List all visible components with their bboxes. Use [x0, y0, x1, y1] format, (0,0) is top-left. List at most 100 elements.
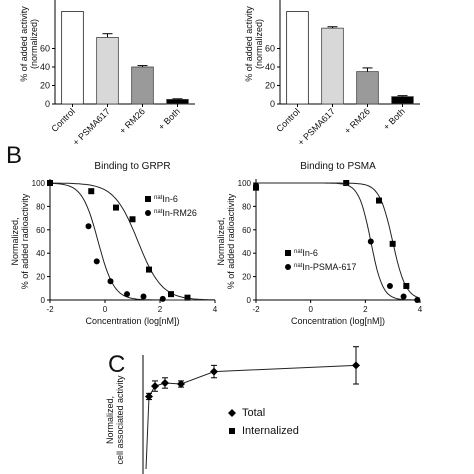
legend-name: In-PSMA-617 [302, 262, 356, 272]
y-tick-label: 60 [36, 226, 45, 235]
y-tick-label: 0 [45, 99, 50, 109]
x-tick-label: 2 [363, 305, 368, 314]
y-tick-label: 0 [247, 296, 252, 305]
data-point [343, 180, 350, 186]
y-axis-label-line1: % of added activity [19, 6, 29, 82]
y-tick-label: 60 [265, 44, 275, 54]
legend-marker [229, 428, 235, 434]
x-tick-label: 0 [103, 305, 108, 314]
data-point [140, 293, 147, 300]
legend-label: natIn-6 [294, 248, 318, 258]
data-point [414, 297, 421, 303]
bar-chart-right: 0 20 40 60 % of added activity (normalized) Co… [244, 0, 420, 148]
x-tick-label: 0 [308, 305, 313, 314]
y-tick-label: 20 [40, 81, 50, 91]
legend-marker [228, 409, 236, 417]
chart-title: Binding to GRPR [94, 161, 170, 172]
data-point [93, 258, 100, 265]
legend-marker [145, 196, 151, 202]
data-point [151, 382, 159, 391]
legend-marker [145, 210, 151, 216]
data-point [107, 278, 114, 285]
bar [61, 11, 84, 105]
legend-marker [285, 264, 291, 270]
legend-label: natIn-6 [154, 194, 178, 204]
y-tick-label: 20 [242, 273, 251, 282]
x-tick-label: Control [274, 106, 302, 134]
data-point [367, 238, 374, 245]
x-tick-label: Control [49, 106, 77, 134]
data-point [113, 204, 119, 211]
data-point [85, 223, 92, 230]
fit-curve [256, 182, 421, 299]
legend-label: Total [242, 407, 265, 419]
chart-title: Binding to PSMA [300, 161, 376, 172]
y-axis-label-line2: % of added radioactivity [20, 193, 30, 289]
data-point [386, 282, 393, 289]
data-point [403, 282, 410, 289]
y-tick-label: 40 [40, 62, 50, 72]
data-point [210, 367, 218, 376]
data-point [389, 240, 396, 247]
y-tick-label: 100 [32, 179, 46, 188]
x-tick-label: + PSMA617 [71, 106, 112, 147]
legend-superscript: nat [154, 209, 163, 215]
x-tick-label: 4 [418, 305, 423, 314]
fit-curve [256, 182, 420, 301]
y-tick-label: 40 [265, 62, 275, 72]
legend-name: In-6 [162, 194, 178, 204]
legend-label: natIn-RM26 [154, 208, 197, 218]
data-point [400, 293, 407, 300]
data-point [253, 182, 259, 189]
y-axis-label-line2: (normalized) [29, 19, 39, 69]
data-point [129, 216, 136, 223]
bar [96, 37, 119, 105]
y-axis-label-line1: Normalized, [105, 396, 115, 444]
y-axis-label-line1: Normalized, [216, 217, 226, 265]
cell-association-chart: Normalized, cell associated activity Total… [105, 346, 360, 474]
y-tick-label: 20 [36, 273, 45, 282]
y-axis-label-line1: Normalized, [10, 217, 20, 265]
y-tick-label: 0 [41, 296, 46, 305]
x-tick-label: -2 [252, 305, 260, 314]
y-tick-label: 40 [242, 249, 251, 258]
x-axis-label: Concentration (log[nM]) [85, 316, 179, 326]
x-tick-label: + Both [381, 106, 407, 132]
y-tick-label: 60 [242, 226, 251, 235]
y-axis-label-line2: cell associated activity [115, 375, 125, 465]
bar [321, 27, 344, 105]
x-tick-label: -2 [46, 305, 54, 314]
legend-marker [285, 250, 291, 256]
y-tick-label: 20 [265, 81, 275, 91]
y-tick-label: 60 [40, 44, 50, 54]
data-point [47, 180, 53, 186]
y-axis-label-line2: (normalized) [254, 19, 264, 69]
x-axis-label: Concentration (log[nM]) [291, 316, 385, 326]
x-tick-label: + RM26 [342, 106, 372, 136]
y-axis-label-line2: % of added radioactivity [226, 193, 236, 289]
panel-label-c: C [108, 351, 125, 378]
legend-name: In-6 [302, 248, 318, 258]
y-tick-label: 100 [238, 179, 252, 188]
x-tick-label: 2 [158, 305, 163, 314]
legend-label: natIn-PSMA-617 [294, 262, 356, 272]
data-point [184, 294, 191, 301]
data-point [168, 291, 174, 298]
data-point [376, 197, 382, 204]
bar [166, 98, 189, 105]
data-point [177, 380, 185, 389]
bar-chart-left: 0 20 40 60 % of added activity (normalized) Co… [19, 0, 195, 148]
bar [356, 71, 379, 105]
data-point [161, 378, 169, 387]
y-tick-label: 80 [242, 202, 251, 211]
legend-name: In-RM26 [162, 208, 197, 218]
legend-superscript: nat [154, 195, 163, 201]
x-tick-label: + PSMA617 [296, 106, 337, 147]
data-point [352, 361, 360, 370]
y-tick-label: 0 [270, 99, 275, 109]
data-point [145, 392, 153, 401]
fit-curve [50, 182, 215, 301]
